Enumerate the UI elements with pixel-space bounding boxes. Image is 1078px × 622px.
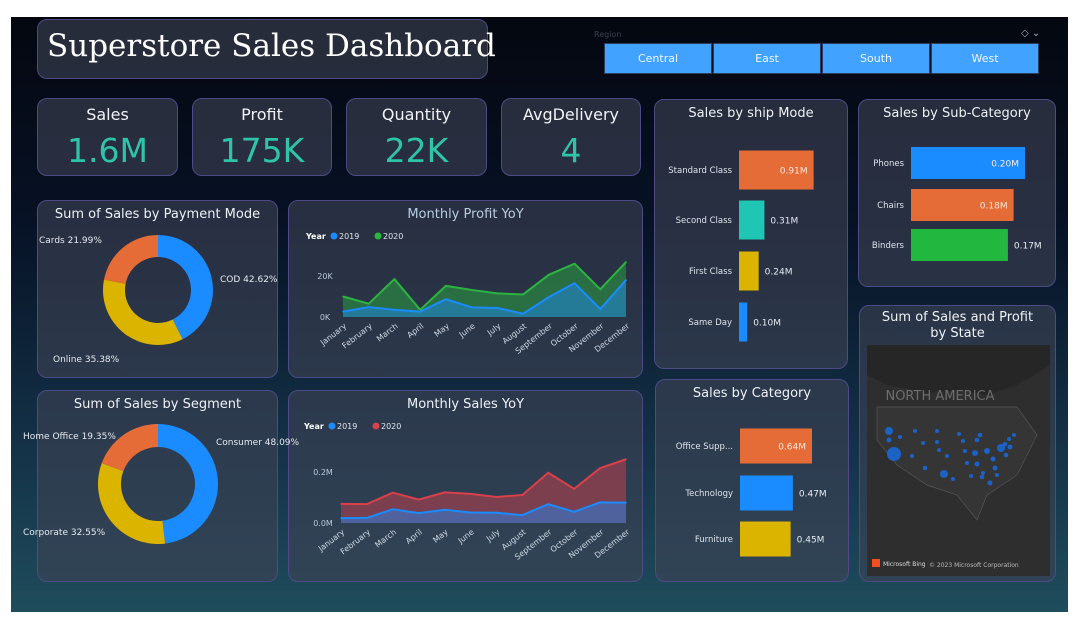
chart-title: Sales by Category <box>692 386 812 401</box>
state-bubble <box>1012 433 1016 437</box>
state-bubble <box>935 440 939 444</box>
chart-title: Sales by ship Mode <box>688 106 814 121</box>
region-button-west[interactable]: West <box>931 43 1039 74</box>
ship-mode-panel[interactable]: Sales by ship Mode <box>654 99 848 369</box>
land-shape <box>867 345 1050 395</box>
chart-title: Sales by Sub-Category <box>883 106 1031 121</box>
kpi-card-avgdelivery: AvgDelivery 4 <box>501 98 641 176</box>
sub-category-panel[interactable]: Sales by Sub-Category <box>858 99 1056 287</box>
state-bubble <box>935 429 939 433</box>
state-bubble <box>974 437 980 443</box>
state-bubble <box>921 441 925 445</box>
microsoft-logo-icon <box>872 559 880 567</box>
state-bubble <box>987 480 993 486</box>
state-bubble <box>995 473 999 477</box>
state-bubble <box>898 435 902 439</box>
state-map[interactable]: NORTH AMERICA Microsoft Bing © 2023 Micr… <box>867 345 1050 576</box>
monthly-sales-panel[interactable]: Monthly Sales YoY <box>288 390 643 582</box>
category-panel[interactable]: Sales by Category <box>655 379 849 582</box>
kpi-label: Quantity <box>381 105 452 124</box>
state-bubble <box>937 448 941 452</box>
kpi-label: AvgDelivery <box>522 105 620 124</box>
chart-title: Monthly Profit YoY <box>407 207 524 222</box>
title-box: Superstore Sales Dashboard <box>37 19 496 79</box>
state-bubble <box>992 465 998 471</box>
state-bubble <box>940 470 948 478</box>
state-bubble <box>972 450 978 456</box>
chart-title: Monthly Sales YoY <box>406 397 525 412</box>
segment-panel[interactable]: Sum of Sales by Segment <box>37 390 278 582</box>
region-slicer: Central East South West <box>604 43 1039 74</box>
state-bubble <box>1007 444 1013 450</box>
map-copyright: © 2023 Microsoft Corporation <box>929 562 1019 569</box>
kpi-value: 22K <box>384 131 449 170</box>
monthly-profit-panel[interactable]: Monthly Profit YoY <box>288 200 643 378</box>
kpi-card-sales: Sales 1.6M <box>37 98 178 176</box>
page-title: Superstore Sales Dashboard <box>47 28 496 64</box>
payment-mode-panel[interactable]: Sum of Sales by Payment Mode <box>37 200 278 378</box>
state-bubble <box>1003 452 1009 458</box>
state-bubbles <box>885 427 1016 486</box>
state-bubble <box>957 432 961 436</box>
state-bubble <box>1007 437 1011 441</box>
map-provider: Microsoft Bing <box>883 561 926 568</box>
kpi-card-quantity: Quantity 22K <box>346 98 487 176</box>
state-bubble <box>981 471 985 475</box>
kpi-value: 4 <box>560 131 582 170</box>
state-bubble <box>945 454 949 458</box>
state-bubble <box>965 461 969 465</box>
dashboard-canvas: Superstore Sales Dashboard Region ◇ ⌄ Ce… <box>11 17 1068 612</box>
region-button-south[interactable]: South <box>822 43 930 74</box>
kpi-value: 175K <box>219 131 305 170</box>
state-bubble <box>885 427 893 435</box>
kpi-card-profit: Profit 175K <box>192 98 332 176</box>
state-bubble <box>990 456 996 462</box>
region-button-east[interactable]: East <box>713 43 821 74</box>
map-svg: NORTH AMERICA Microsoft Bing © 2023 Micr… <box>867 345 1050 569</box>
state-bubble <box>910 454 914 458</box>
chart-title: Sum of Sales and Profit by State <box>881 310 1034 341</box>
state-bubble <box>913 429 917 433</box>
state-bubble <box>1002 441 1008 447</box>
region-slicer-label: Region <box>594 30 622 39</box>
chart-title: Sum of Sales by Payment Mode <box>54 207 261 222</box>
state-bubble <box>984 448 990 454</box>
clear-selection-icon[interactable]: ◇ ⌄ <box>1021 28 1041 39</box>
region-button-central[interactable]: Central <box>604 43 712 74</box>
state-bubble <box>974 461 980 467</box>
chart-title: Sum of Sales by Segment <box>73 397 242 412</box>
kpi-value: 1.6M <box>67 131 148 170</box>
state-bubble <box>979 474 985 480</box>
usa-landmass <box>876 406 1038 521</box>
state-bubble <box>951 477 955 481</box>
state-bubble <box>963 449 967 453</box>
state-bubble <box>969 474 973 478</box>
state-bubble <box>977 432 983 438</box>
state-bubble <box>922 465 928 471</box>
state-bubble <box>997 444 1005 452</box>
state-bubble <box>887 447 901 461</box>
state-bubble <box>886 437 892 443</box>
kpi-label: Sales <box>86 105 129 124</box>
kpi-label: Profit <box>241 105 283 124</box>
map-region-label: NORTH AMERICA <box>885 389 994 404</box>
state-bubble <box>961 439 965 443</box>
